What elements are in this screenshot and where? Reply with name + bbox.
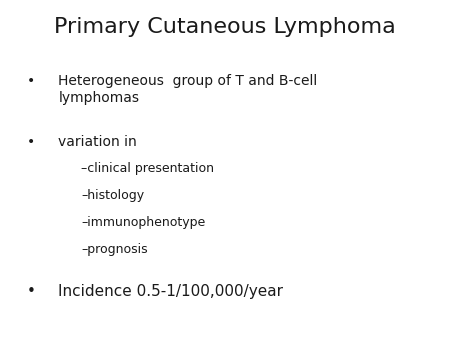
Text: •: •: [27, 74, 35, 88]
Text: –histology: –histology: [81, 189, 144, 202]
Text: variation in: variation in: [58, 135, 137, 149]
Text: •: •: [27, 284, 36, 299]
Text: Heterogeneous  group of T and B-cell
lymphomas: Heterogeneous group of T and B-cell lymp…: [58, 74, 318, 104]
Text: –prognosis: –prognosis: [81, 243, 148, 256]
Text: –clinical presentation: –clinical presentation: [81, 162, 214, 175]
Text: •: •: [27, 135, 35, 149]
Text: Incidence 0.5-1/100,000/year: Incidence 0.5-1/100,000/year: [58, 284, 284, 299]
Text: Primary Cutaneous Lymphoma: Primary Cutaneous Lymphoma: [54, 17, 396, 37]
Text: –immunophenotype: –immunophenotype: [81, 216, 205, 229]
